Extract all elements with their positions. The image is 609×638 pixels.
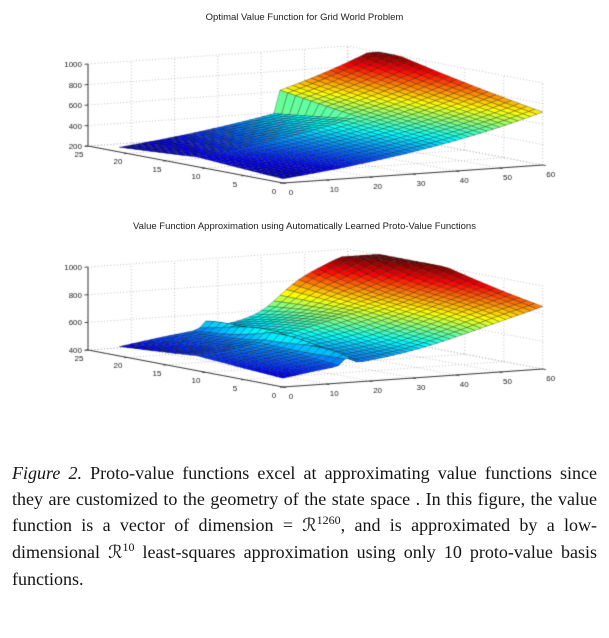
surface-plot-approximated-value-function [0,204,609,440]
figure-caption: Figure 2. Proto-value functions excel at… [12,463,597,589]
surface-plot-optimal-value-function [0,0,609,204]
